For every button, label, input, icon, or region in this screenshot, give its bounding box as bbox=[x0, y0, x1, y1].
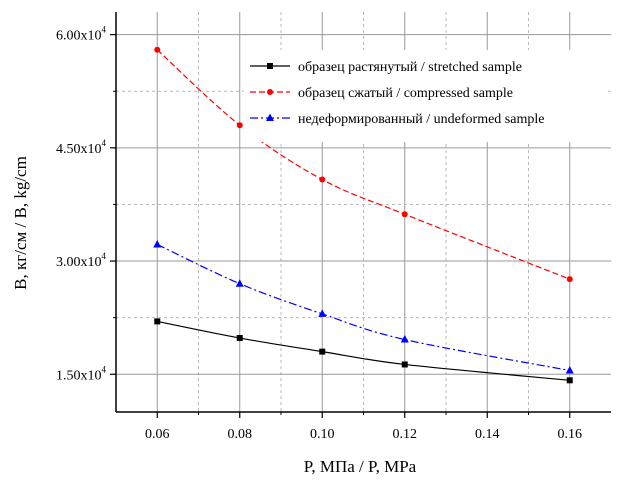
data-point bbox=[153, 239, 162, 248]
data-point bbox=[565, 365, 574, 374]
y-tick-label: 4.50x104 bbox=[56, 138, 107, 157]
x-tick-label: 0.08 bbox=[228, 427, 253, 442]
data-point bbox=[319, 348, 326, 355]
y-tick-label: 3.00x104 bbox=[56, 251, 107, 270]
data-point bbox=[318, 309, 327, 317]
series-layer bbox=[153, 46, 574, 384]
legend: образец растянутый / stretched sample обр… bbox=[244, 50, 606, 142]
data-point bbox=[566, 377, 573, 384]
legend-item: недеформированный / undeformed sample bbox=[250, 112, 544, 127]
series-line bbox=[156, 243, 570, 372]
series-line bbox=[156, 49, 570, 280]
series-0 bbox=[154, 318, 573, 384]
tick-labels: 0.06 0.08 0.10 0.12 0.14 0.16 6.00x104 4.50x104… bbox=[56, 25, 582, 442]
legend-label: образец сжатый / compressed sample bbox=[298, 86, 513, 101]
x-tick-label: 0.14 bbox=[475, 427, 500, 442]
y-tick-label: 1.50x104 bbox=[56, 364, 107, 383]
data-point bbox=[319, 176, 326, 183]
data-point bbox=[236, 122, 243, 129]
x-tick-label: 0.16 bbox=[558, 427, 583, 442]
x-tick-label: 0.12 bbox=[393, 427, 418, 442]
data-point bbox=[400, 335, 409, 343]
axes bbox=[110, 12, 611, 418]
data-point bbox=[154, 46, 161, 53]
legend-label: недеформированный / undeformed sample bbox=[298, 112, 544, 127]
legend-box bbox=[244, 50, 606, 142]
legend-marker bbox=[267, 63, 273, 69]
data-point bbox=[401, 211, 408, 218]
legend-marker bbox=[267, 89, 273, 95]
series-line bbox=[157, 320, 570, 381]
data-point bbox=[154, 318, 161, 325]
x-tick-label: 0.06 bbox=[145, 427, 170, 442]
legend-marker bbox=[266, 113, 274, 121]
series-1 bbox=[154, 46, 573, 283]
legend-item: образец сжатый / compressed sample bbox=[250, 86, 513, 101]
data-point bbox=[401, 361, 408, 368]
y-tick-label: 6.00x104 bbox=[56, 25, 107, 44]
legend-item: образец растянутый / stretched sample bbox=[250, 60, 522, 75]
series-2 bbox=[153, 239, 574, 374]
y-axis-title: B, кг/см / B, kg/cm bbox=[11, 156, 30, 290]
x-tick-label: 0.10 bbox=[310, 427, 335, 442]
x-axis-title: P, МПа / P, MPa bbox=[304, 457, 417, 476]
legend-label: образец растянутый / stretched sample bbox=[298, 60, 522, 75]
data-point bbox=[235, 279, 244, 287]
data-point bbox=[236, 335, 243, 342]
data-point bbox=[566, 276, 573, 283]
